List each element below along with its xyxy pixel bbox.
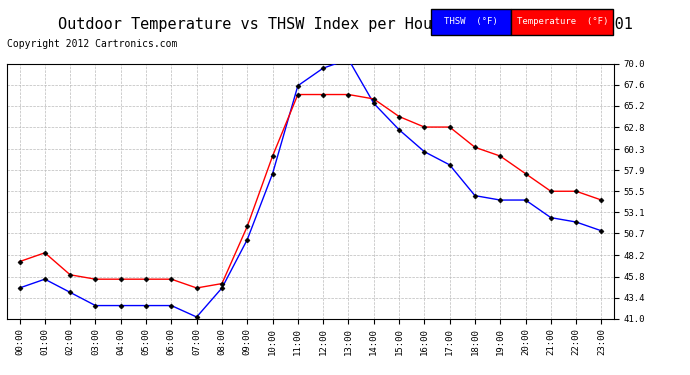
Text: Copyright 2012 Cartronics.com: Copyright 2012 Cartronics.com [7,39,177,50]
Text: Outdoor Temperature vs THSW Index per Hour (24 Hours)  20121001: Outdoor Temperature vs THSW Index per Ho… [57,17,633,32]
Text: Temperature  (°F): Temperature (°F) [517,17,608,26]
Text: THSW  (°F): THSW (°F) [444,17,497,26]
